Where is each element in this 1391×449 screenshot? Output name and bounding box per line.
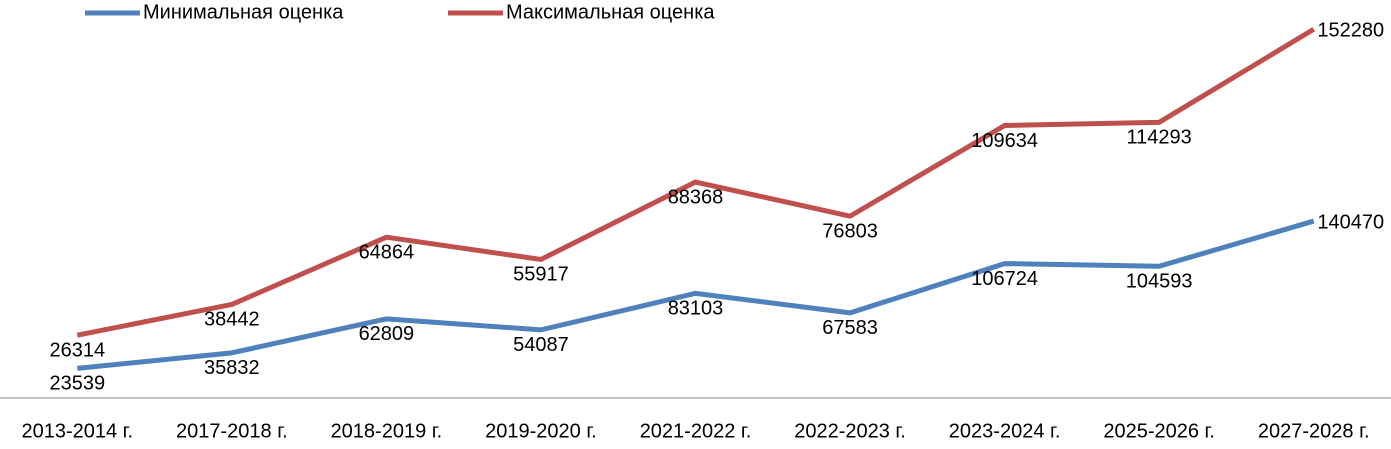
data-label: 83103 xyxy=(668,298,724,320)
data-label: 26314 xyxy=(49,339,105,361)
legend-label: Минимальная оценка xyxy=(143,1,344,23)
data-label: 23539 xyxy=(49,373,105,395)
x-tick-label: 2019-2020 г. xyxy=(485,420,597,442)
x-tick-label: 2017-2018 г. xyxy=(176,420,288,442)
data-label: 140470 xyxy=(1317,211,1384,233)
x-tick-label: 2018-2019 г. xyxy=(331,420,443,442)
series-line xyxy=(77,218,1315,371)
x-tick-label: 2027-2028 г. xyxy=(1258,420,1370,442)
x-tick-label: 2021-2022 г. xyxy=(640,420,752,442)
data-label: 38442 xyxy=(204,309,260,331)
data-label: 109634 xyxy=(971,130,1038,152)
data-label: 67583 xyxy=(822,317,878,339)
data-label: 76803 xyxy=(822,220,878,242)
data-label: 88368 xyxy=(668,186,724,208)
data-label: 55917 xyxy=(513,264,569,286)
x-tick-label: 2023-2024 г. xyxy=(949,420,1061,442)
data-label: 62809 xyxy=(359,323,415,345)
x-tick-label: 2013-2014 г. xyxy=(21,420,133,442)
data-label: 54087 xyxy=(513,334,569,356)
legend-label: Максимальная оценка xyxy=(506,1,715,23)
data-label: 104593 xyxy=(1126,271,1193,293)
data-label: 106724 xyxy=(971,268,1038,290)
series-line xyxy=(76,27,1316,338)
data-label: 152280 xyxy=(1317,20,1384,42)
x-tick-label: 2022-2023 г. xyxy=(794,420,906,442)
data-label: 114293 xyxy=(1127,127,1192,149)
x-tick-label: 2025-2026 г. xyxy=(1103,420,1215,442)
data-label: 64864 xyxy=(359,241,415,263)
data-label: 35832 xyxy=(204,357,260,379)
